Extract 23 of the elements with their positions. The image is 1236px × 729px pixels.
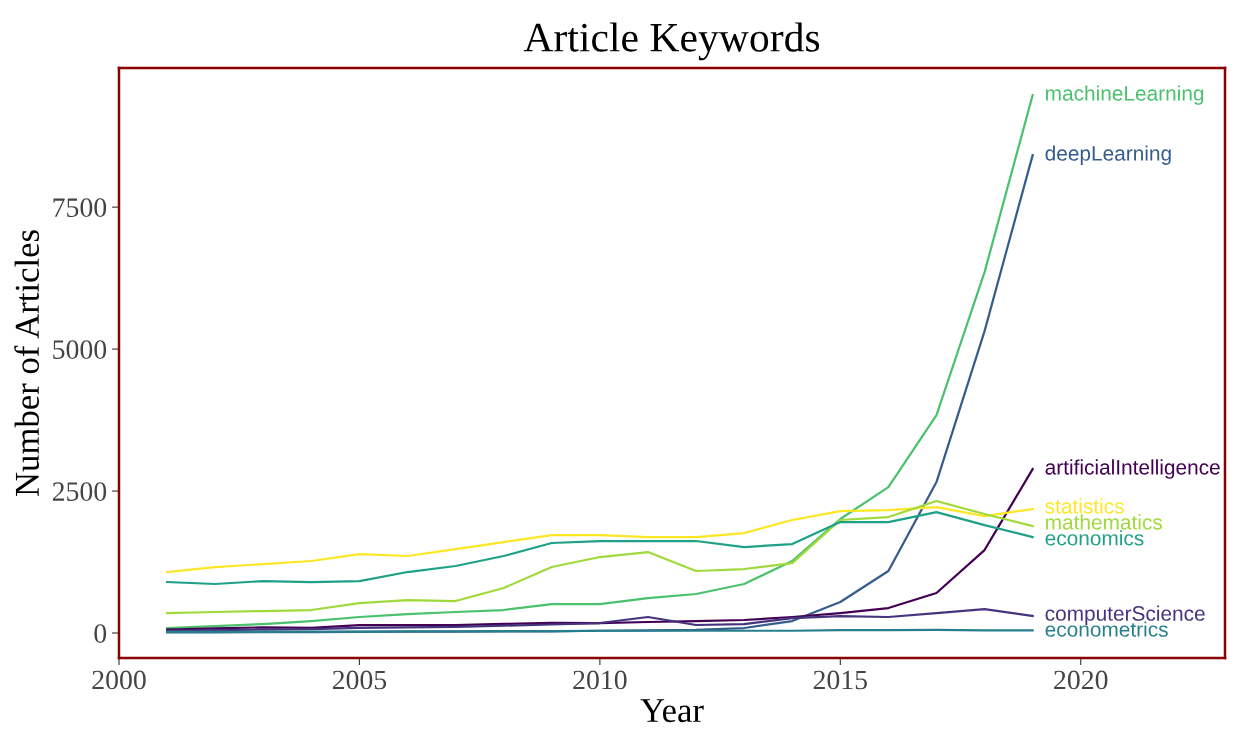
series-label: statistics <box>1045 498 1124 514</box>
x-tick-label: 2015 <box>813 670 867 690</box>
series-label: mathematics <box>1046 514 1163 530</box>
y-tick-label: 5000 <box>53 340 107 359</box>
y-tick-label: 2500 <box>52 482 107 501</box>
y-axis-title: Number of Articles <box>14 230 40 497</box>
series-label: deepLearning <box>1045 145 1171 165</box>
line-series <box>165 607 1034 632</box>
x-tick-label: 2000 <box>92 670 146 690</box>
line-series <box>165 467 1034 631</box>
series-label: machineLearning <box>1046 85 1204 105</box>
line-series <box>165 510 1034 586</box>
line-series <box>165 505 1034 574</box>
chart-title: Article Keywords <box>523 22 820 61</box>
line-series <box>165 499 1034 615</box>
x-tick-label: 2010 <box>573 670 627 690</box>
series-label: artificialIntelligence <box>1045 459 1220 479</box>
y-tick-label: 7500 <box>53 198 107 218</box>
x-tick-label: 2020 <box>1054 670 1108 690</box>
series-label: economics <box>1045 530 1144 546</box>
y-tick-label: 0 <box>94 624 107 643</box>
x-tick-label: 2005 <box>332 670 387 690</box>
x-axis-title: Year <box>640 699 704 723</box>
